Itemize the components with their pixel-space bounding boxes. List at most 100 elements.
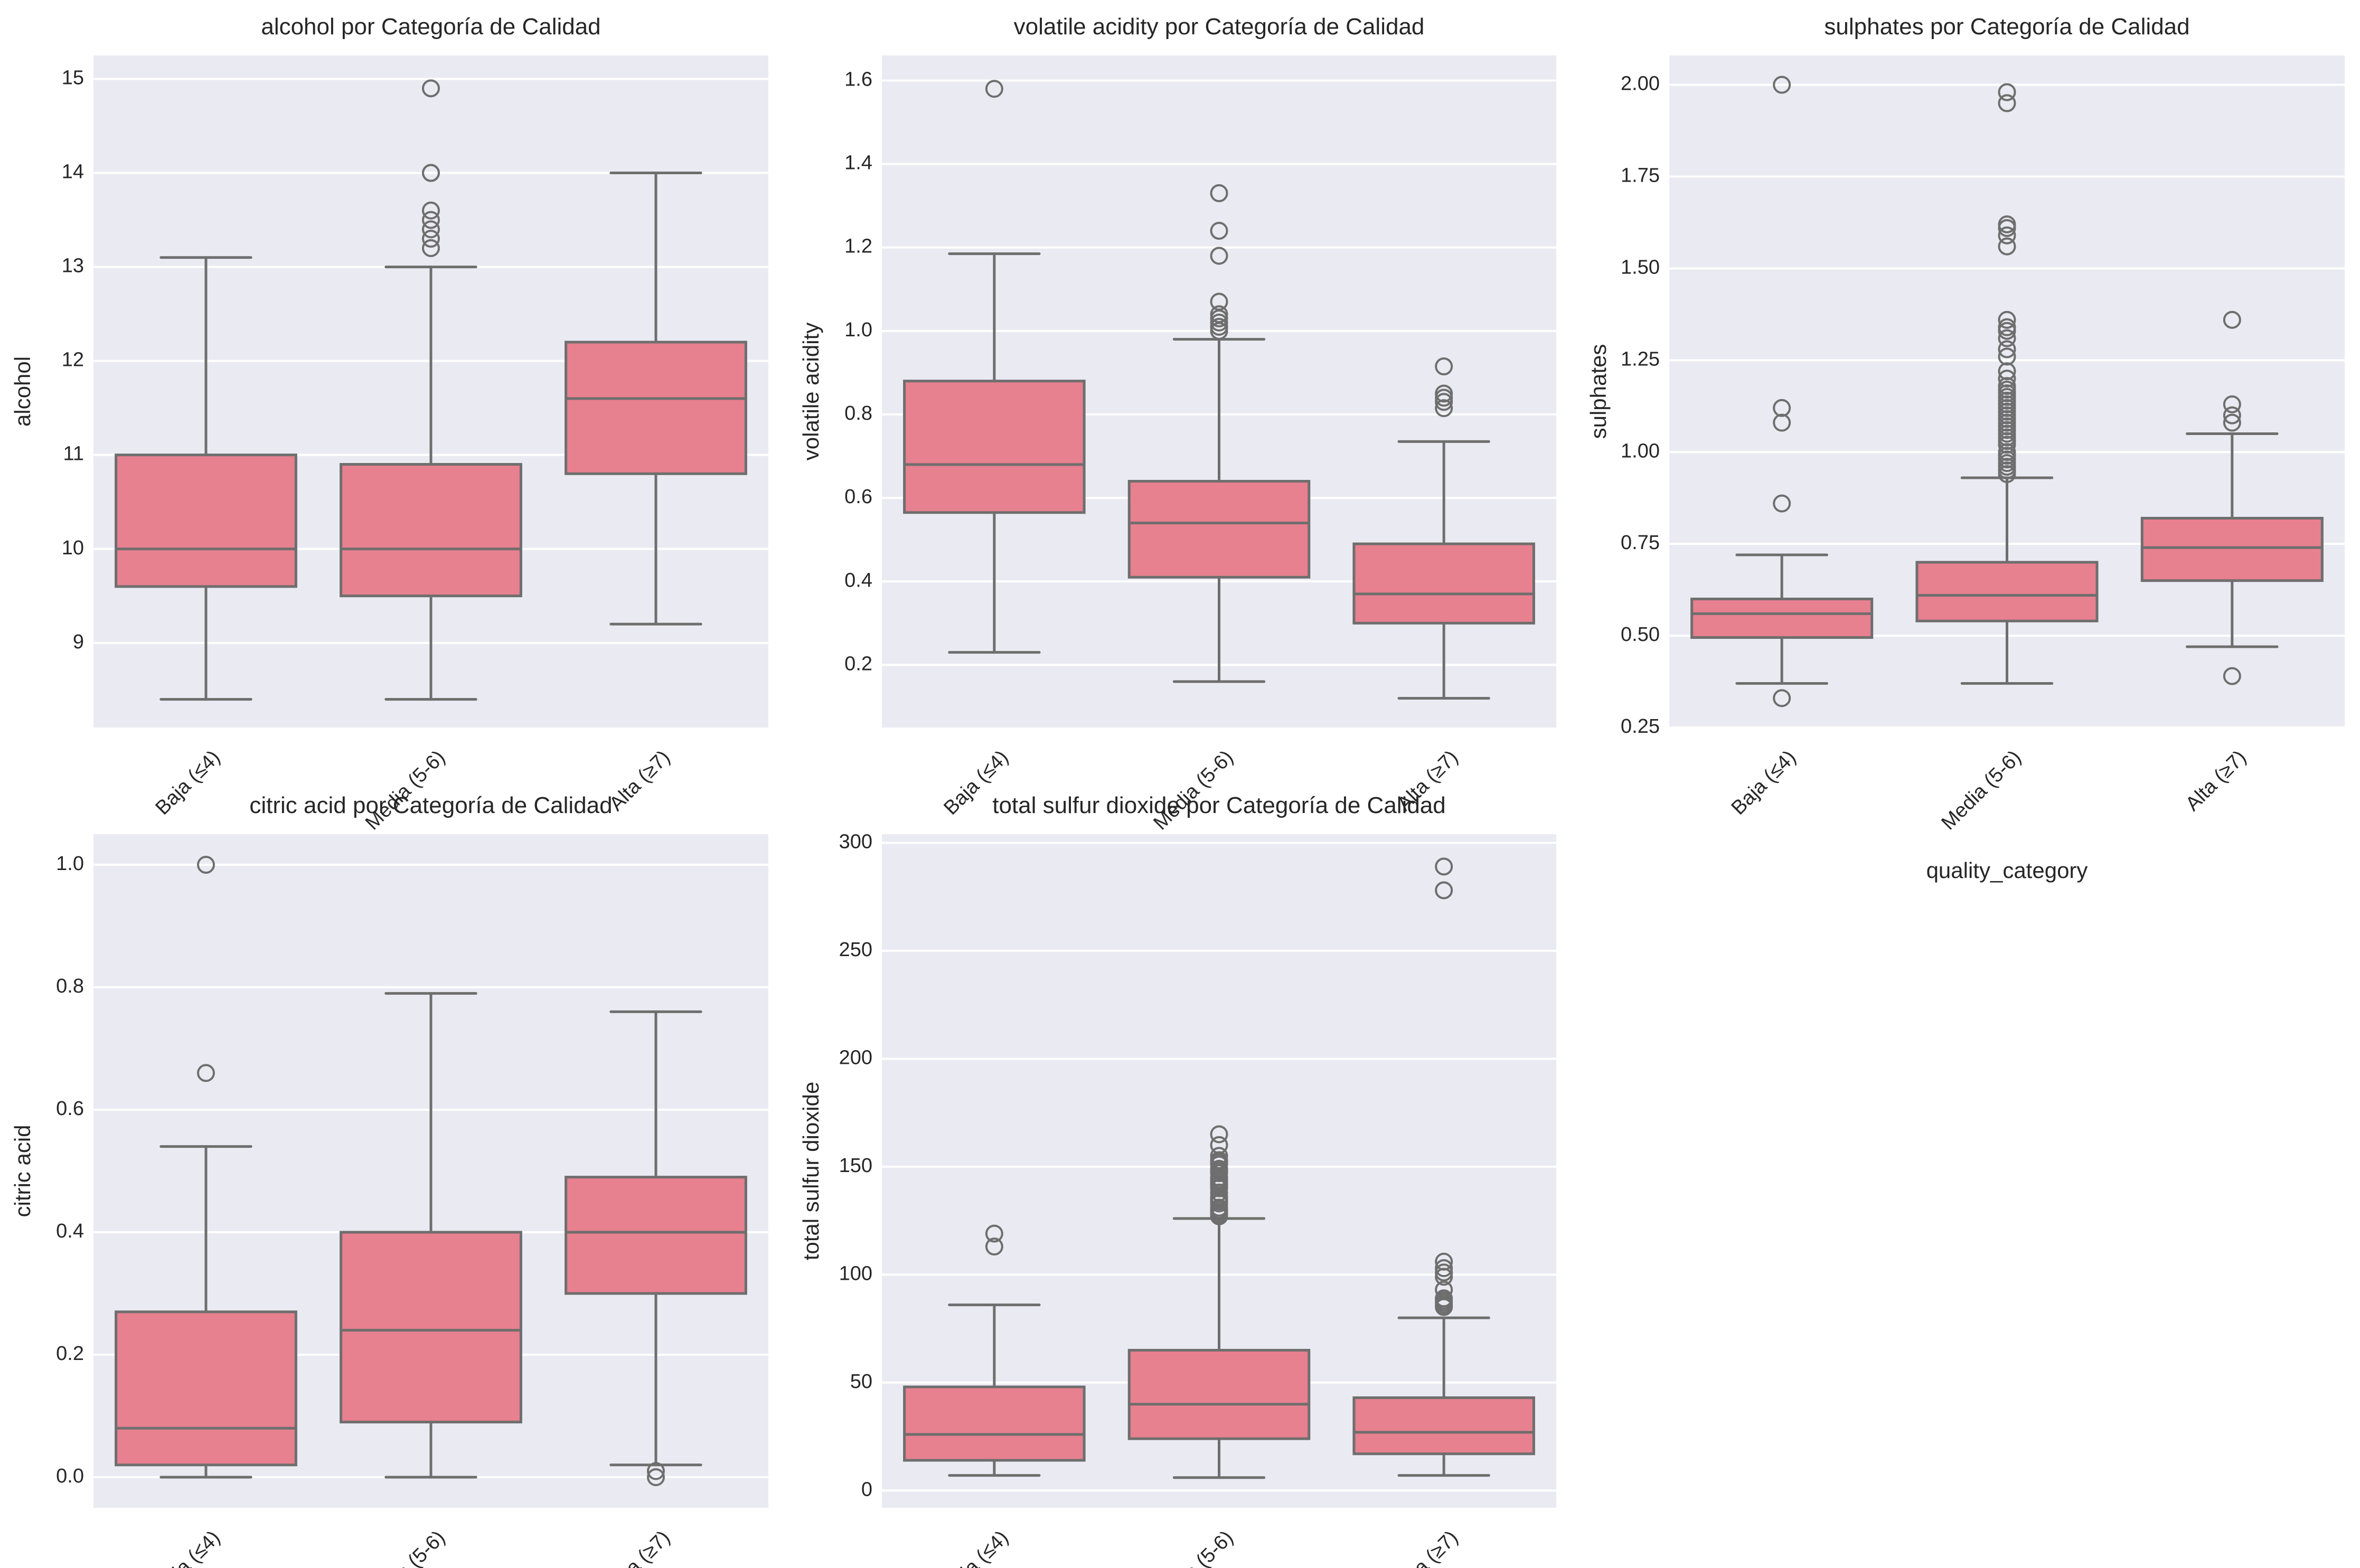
outlier-point (1998, 347, 2016, 366)
subplot-title: alcohol por Categoría de Calidad (261, 14, 600, 40)
box-1 (903, 1224, 1086, 1477)
outlier-point (1435, 1280, 1453, 1299)
iqr-box (115, 1310, 297, 1467)
y-tick-label: 1.2 (844, 235, 872, 258)
y-axis-label: alcohol (10, 356, 35, 427)
x-tick-label: Media (5-6) (1149, 746, 1237, 834)
box-1 (903, 80, 1086, 654)
x-tick-label: Media (5-6) (361, 746, 449, 834)
iqr-box (565, 341, 747, 475)
outlier-point (1773, 399, 1791, 417)
y-tick-label: 10 (62, 537, 84, 559)
subplot-4: 0.0 0.2 0.4 0.6 0.8 1.0 Baja (≤4) Media (5-6) Al… (10, 792, 768, 1568)
box-3 (2140, 310, 2324, 685)
outlier-point (422, 164, 440, 182)
box-1 (1690, 75, 1874, 707)
outlier-point (1998, 310, 2016, 329)
iqr-box (1690, 598, 1874, 639)
outlier-point (1210, 247, 1228, 265)
subplot-title: sulphates por Categoría de Calidad (1824, 14, 2189, 40)
y-tick-label: 1.4 (844, 152, 872, 174)
outlier-point (1210, 222, 1228, 240)
box-2 (1127, 1125, 1311, 1479)
y-tick-label: 200 (839, 1046, 872, 1069)
y-tick-label: 0.2 (844, 653, 872, 675)
outlier-point (422, 239, 440, 257)
outlier-point (1435, 1289, 1453, 1308)
box-3 (1352, 357, 1535, 700)
outlier-point (1435, 857, 1453, 876)
iqr-box (1127, 1348, 1311, 1440)
outlier-point (1998, 215, 2016, 233)
x-tick-label: Baja (≤4) (1727, 746, 1801, 819)
y-tick-label: 250 (839, 939, 872, 961)
outlier-point (422, 211, 440, 229)
box-3 (565, 172, 747, 626)
outlier-point (1435, 357, 1453, 376)
box-3 (565, 1010, 747, 1486)
x-tick-label: Media (5-6) (361, 1526, 449, 1568)
y-tick-label: 0.75 (1621, 532, 1660, 554)
outlier-point (1435, 384, 1453, 403)
outlier-point (1435, 1252, 1453, 1271)
outlier-point (1435, 1259, 1453, 1278)
outlier-point (422, 220, 440, 239)
subplot-1: 9 10 11 12 13 14 15 Baja (≤4) Media (5-6) Alta (≥… (10, 14, 768, 883)
subplot-3: 0.25 0.50 0.75 1.00 1.25 1.50 1.75 2.00 Baja (≤4… (1586, 14, 2345, 883)
box-2 (340, 992, 522, 1479)
y-tick-label: 100 (839, 1262, 872, 1284)
x-tick-label: Media (5-6) (1937, 746, 2025, 834)
outlier-point (2223, 395, 2241, 413)
y-tick-label: 11 (63, 443, 84, 465)
outlier-point (1998, 370, 2016, 388)
iqr-box (565, 1176, 747, 1295)
subplot-5: 0 50 100 150 200 250 300 Baja (≤4) Media (5-6) Al… (798, 792, 1556, 1568)
y-tick-label: 0.8 (844, 402, 872, 424)
iqr-box (903, 1385, 1086, 1462)
outlier-point (1773, 494, 1791, 513)
box-2 (1127, 184, 1311, 683)
x-tick-label: Alta (≥7) (2182, 746, 2251, 815)
outlier-point (1210, 305, 1228, 324)
outlier-point (422, 79, 440, 98)
subplot-title: total sulfur dioxide por Categoría de Ca… (992, 792, 1446, 818)
y-tick-label: 9 (73, 631, 84, 653)
subplot-title: volatile acidity por Categoría de Calida… (1014, 14, 1425, 40)
outlier-point (647, 1468, 665, 1486)
outlier-point (1435, 1263, 1453, 1282)
outlier-point (1210, 1136, 1228, 1154)
iqr-box (903, 380, 1086, 514)
outlier-point (1998, 237, 2016, 256)
y-tick-label: 1.75 (1621, 165, 1660, 187)
y-tick-label: 0.8 (56, 975, 84, 997)
y-tick-label: 0.6 (56, 1098, 84, 1120)
outlier-point (1210, 1159, 1228, 1178)
y-tick-label: 300 (839, 830, 872, 853)
outlier-point (1210, 184, 1228, 202)
outlier-point (1435, 399, 1453, 418)
iqr-box (1352, 1396, 1535, 1456)
outlier-point (1998, 443, 2016, 461)
x-tick-label: Alta (≥7) (1393, 1526, 1462, 1568)
subplot-title: citric acid por Categoría de Calidad (249, 792, 612, 818)
iqr-box (1915, 561, 2099, 622)
outlier-point (2223, 667, 2241, 685)
y-tick-label: 1.25 (1621, 348, 1660, 370)
iqr-box (1352, 542, 1535, 625)
outlier-point (1998, 340, 2016, 358)
outlier-point (1998, 377, 2016, 395)
y-tick-label: 0.4 (56, 1220, 84, 1242)
y-tick-label: 50 (850, 1371, 872, 1393)
iqr-box (2140, 516, 2324, 582)
outlier-point (1210, 1125, 1228, 1144)
y-tick-label: 0.25 (1621, 715, 1660, 738)
y-axis-label: total sulfur dioxide (798, 1082, 823, 1261)
outlier-point (1998, 329, 2016, 347)
iqr-box (340, 1231, 522, 1424)
outlier-point (1998, 83, 2016, 101)
outlier-point (2223, 413, 2241, 432)
y-tick-label: 0 (861, 1478, 872, 1500)
iqr-box (340, 462, 522, 598)
box-2 (340, 79, 522, 701)
